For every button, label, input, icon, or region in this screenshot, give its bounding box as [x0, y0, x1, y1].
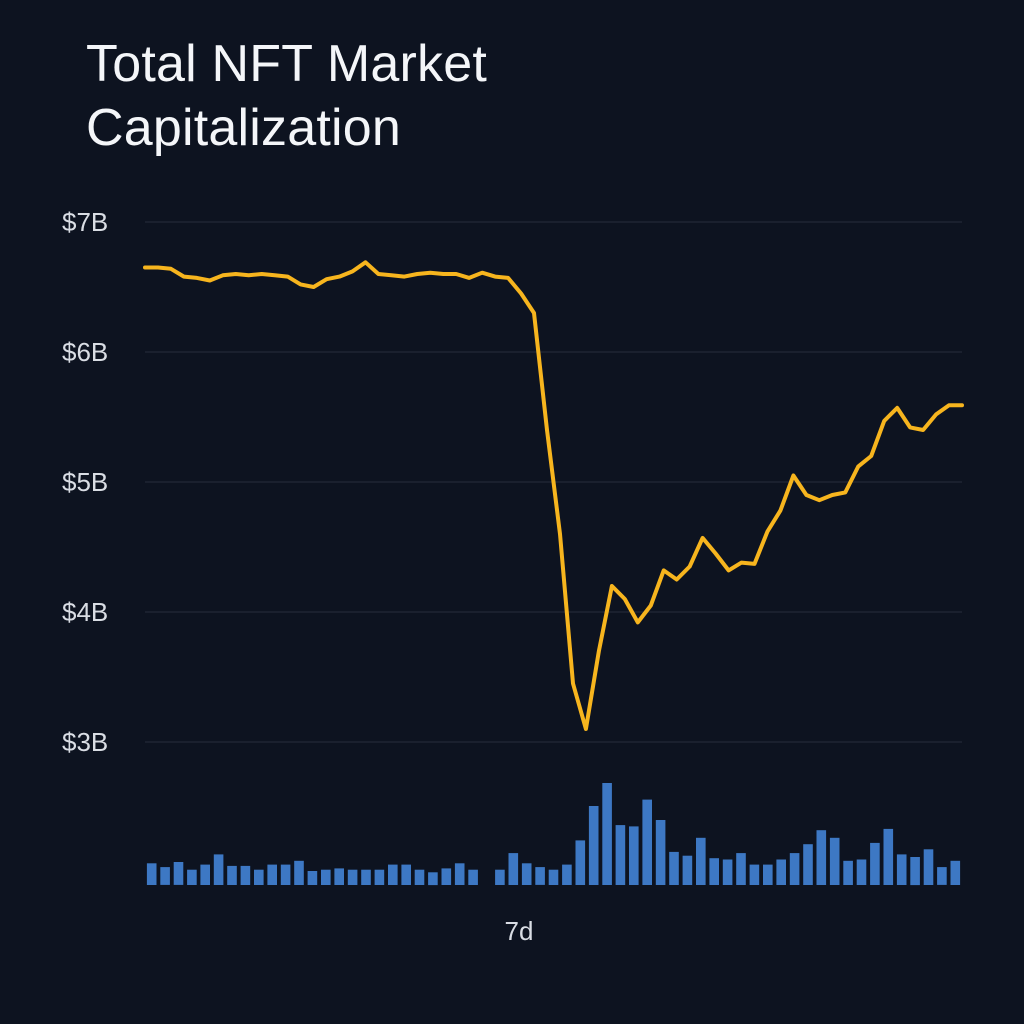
volume-bar — [602, 783, 612, 885]
volume-bar — [736, 853, 746, 885]
volume-bar — [923, 849, 934, 885]
volume-bar — [669, 851, 679, 885]
volume-bar — [829, 837, 840, 885]
volume-bar — [803, 844, 813, 885]
volume-bar — [468, 869, 478, 885]
volume-bar — [562, 864, 572, 885]
volume-bar — [789, 853, 800, 885]
volume-bar — [414, 869, 425, 885]
volume-bar — [495, 869, 505, 885]
volume-bar — [722, 859, 733, 885]
volume-bar — [816, 830, 827, 885]
volume-bar — [896, 854, 907, 885]
volume-bar — [388, 864, 398, 885]
y-tick-label: $6B — [62, 337, 108, 367]
volume-bar — [642, 799, 652, 885]
y-tick-label: $5B — [62, 467, 108, 497]
volume-bar — [200, 864, 210, 885]
volume-bar — [227, 865, 237, 885]
y-tick-label: $4B — [62, 597, 108, 627]
volume-bar — [321, 869, 331, 885]
volume-bar — [548, 869, 559, 885]
volume-bars — [146, 783, 961, 886]
volume-bar — [682, 855, 693, 885]
volume-bar — [334, 868, 344, 885]
volume-bar — [870, 842, 880, 885]
volume-bar — [615, 825, 626, 885]
volume-bar — [883, 828, 894, 885]
chart-title-line-1: Total NFT Market — [86, 35, 487, 93]
y-tick-label: $7B — [62, 207, 108, 237]
volume-bar — [696, 837, 706, 885]
chart-title-line-2: Capitalization — [86, 99, 401, 157]
volume-bar — [347, 869, 358, 885]
volume-bar — [776, 859, 786, 885]
volume-bar — [535, 867, 545, 885]
volume-bar — [629, 826, 639, 885]
volume-bar — [588, 806, 599, 885]
volume-bar — [401, 864, 411, 885]
volume-bar — [910, 857, 920, 886]
volume-bar — [749, 864, 760, 885]
volume-bar — [521, 863, 532, 885]
volume-bar — [856, 859, 867, 885]
volume-bar — [575, 840, 586, 885]
chart-title: Total NFT Market Capitalization — [86, 32, 886, 160]
volume-bar — [267, 864, 277, 885]
volume-bar — [763, 864, 773, 885]
volume-bar — [508, 853, 519, 885]
volume-bar — [843, 860, 853, 885]
volume-bar — [441, 868, 452, 885]
volume-bar — [950, 860, 961, 885]
volume-bar — [280, 864, 291, 885]
volume-bar — [173, 862, 184, 885]
volume-bar — [709, 858, 719, 885]
volume-bar — [361, 869, 371, 885]
market-cap-line — [143, 260, 964, 731]
volume-bar — [307, 871, 318, 885]
volume-bar — [146, 863, 157, 885]
volume-bar — [187, 869, 197, 885]
x-axis-label: 7d — [505, 916, 534, 946]
volume-bar — [374, 869, 385, 885]
y-tick-label: $3B — [62, 727, 108, 757]
volume-bar — [160, 867, 170, 885]
y-axis-ticks: $7B $6B $5B $4B $3B — [62, 207, 108, 757]
volume-bar — [294, 860, 304, 885]
volume-bar — [428, 872, 438, 886]
volume-bar — [655, 820, 666, 885]
volume-bar — [937, 867, 947, 885]
volume-bar — [240, 865, 251, 885]
volume-bar — [254, 869, 264, 885]
volume-bar — [454, 863, 465, 885]
volume-bar — [213, 854, 224, 885]
